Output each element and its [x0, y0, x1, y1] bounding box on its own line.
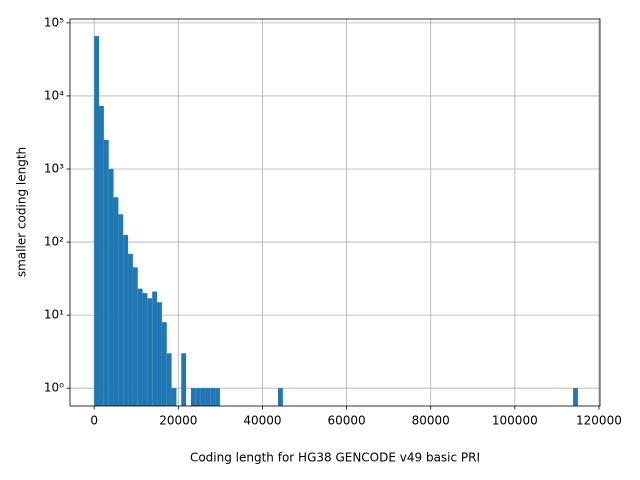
bar — [147, 298, 153, 406]
y-axis-label: smaller coding length — [15, 147, 29, 277]
bar — [103, 139, 109, 406]
x-tick-label: 80000 — [412, 414, 450, 428]
bar — [161, 322, 167, 406]
bar — [123, 234, 129, 406]
bar — [210, 388, 216, 406]
bar — [181, 353, 187, 406]
y-tick-label: 10² — [44, 235, 64, 249]
bar — [137, 288, 143, 406]
bar — [113, 197, 119, 406]
x-tick-label: 120000 — [576, 414, 622, 428]
bar — [152, 291, 158, 406]
bar — [108, 168, 114, 406]
bar — [142, 293, 148, 406]
y-tick-label: 10³ — [44, 161, 64, 175]
bar — [157, 302, 162, 406]
bar — [94, 36, 100, 406]
bar — [190, 388, 196, 406]
bar — [573, 388, 578, 406]
bar — [171, 388, 177, 406]
bar — [128, 253, 133, 406]
ticks: 0 20000 40000 60000 80000 100000 120000 10⁰ 10¹ 1… — [44, 15, 622, 427]
bar — [205, 388, 211, 406]
bar — [200, 388, 206, 406]
grid — [70, 19, 600, 406]
bar — [166, 353, 172, 406]
y-tick-label: 10⁴ — [44, 88, 64, 102]
bar — [215, 388, 220, 406]
y-tick-label: 10⁰ — [44, 381, 64, 395]
axes-frame — [69, 18, 601, 407]
x-tick-label: 20000 — [159, 414, 197, 428]
bar — [99, 105, 104, 406]
x-tick-label: 0 — [90, 414, 98, 428]
y-tick-label: 10¹ — [44, 308, 64, 322]
x-tick-label: 100000 — [492, 414, 538, 428]
x-tick-label: 60000 — [327, 414, 365, 428]
bar — [118, 214, 124, 406]
bar — [195, 388, 201, 406]
bar — [132, 267, 138, 406]
bar — [278, 388, 283, 406]
x-tick-label: 40000 — [243, 414, 281, 428]
y-tick-label: 10⁵ — [44, 15, 64, 29]
bars — [94, 36, 578, 406]
x-axis-label: Coding length for HG38 GENCODE v49 basic… — [190, 451, 480, 465]
